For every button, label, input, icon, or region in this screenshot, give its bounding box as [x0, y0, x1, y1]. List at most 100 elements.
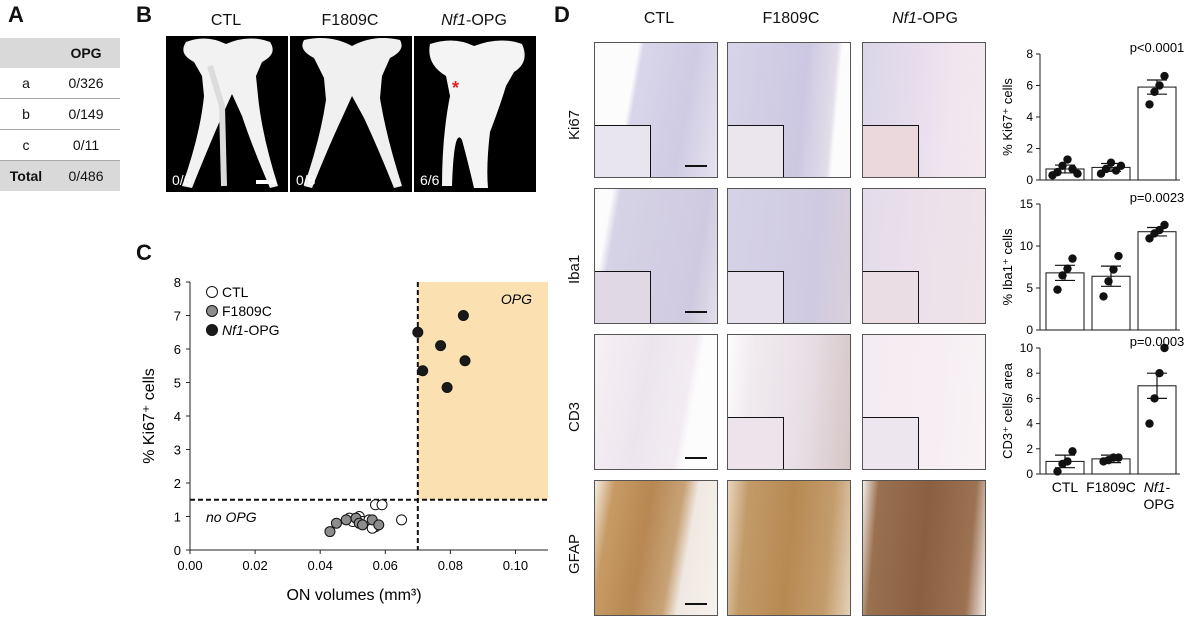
row-label-iba1: Iba1	[566, 254, 583, 284]
data-point	[396, 514, 408, 526]
data-point	[1150, 394, 1159, 403]
x-tick-label: 0.08	[438, 558, 463, 573]
table-row-value: 0/149	[52, 98, 120, 130]
y-tick-label: 0	[1026, 467, 1033, 481]
data-point	[1116, 161, 1126, 171]
column-header-italic: Nf1	[892, 10, 917, 27]
data-point	[1053, 167, 1062, 177]
data-point	[441, 382, 453, 394]
row-label-ki67: Ki67	[566, 109, 583, 140]
x-tick-label: 0.02	[242, 558, 267, 573]
bar-chart-iba1: 0 5 10 15 % Iba1⁺ cells p=0.0023	[1000, 190, 1185, 336]
data-point	[330, 517, 342, 529]
table-row: a 0/326	[0, 68, 120, 99]
optic-nerve-illustration	[182, 38, 278, 188]
inset-zoom	[595, 125, 651, 177]
data-point	[1155, 369, 1164, 378]
y-tick-label: 10	[1020, 239, 1034, 253]
histology-gfap-ctl	[594, 480, 718, 616]
data-point	[1068, 254, 1077, 263]
scale-bar	[256, 180, 276, 184]
data-point	[324, 526, 336, 538]
column-header-ctl: CTL	[164, 12, 288, 30]
x-tick-label: 0.06	[373, 558, 398, 573]
histology-gfap-f1809c	[727, 480, 851, 616]
x-tick-label: CTL	[1052, 479, 1079, 495]
column-header-nf1-opg: Nf1-OPG	[862, 10, 988, 28]
data-point	[1063, 457, 1072, 466]
x-tick-label: 0.04	[308, 558, 333, 573]
panel-label-d: D	[554, 2, 570, 27]
data-point	[1073, 169, 1082, 178]
legend-label: F1809C	[222, 303, 272, 319]
y-tick-label: 7	[174, 309, 181, 324]
inset-zoom	[728, 125, 784, 177]
data-point	[356, 519, 368, 531]
data-point	[1063, 264, 1072, 273]
y-tick-label: 8	[174, 275, 181, 290]
panel-label-c: C	[136, 240, 152, 265]
y-tick-label: 2	[174, 476, 181, 491]
table-header-opg: OPG	[52, 38, 120, 68]
p-value-label: p<0.0001	[1130, 40, 1185, 55]
y-tick-label: 4	[1026, 110, 1033, 124]
optic-nerve-image-nf1-opg: * 6/6	[414, 36, 536, 192]
table-header-row: OPG	[0, 38, 120, 68]
data-point	[1114, 251, 1123, 261]
histology-ki67-f1809c	[727, 42, 851, 178]
data-point	[1104, 277, 1113, 286]
opg-count: 0/6	[172, 172, 192, 188]
histology-iba1-f1809c	[727, 188, 851, 324]
y-axis-title: % Iba1⁺ cells	[1000, 228, 1015, 305]
column-header-text: F1809C	[762, 10, 820, 27]
x-tick-label: 0.00	[177, 558, 202, 573]
x-tick-label: F1809C	[1086, 479, 1136, 495]
data-point	[1053, 285, 1062, 294]
legend-label: CTL	[222, 284, 249, 300]
row-label-cd3: CD3	[566, 401, 583, 432]
column-header-nf1-opg: Nf1-OPG	[412, 12, 536, 30]
data-point	[1058, 161, 1067, 171]
table-row: c 0/11	[0, 129, 120, 161]
scale-bar	[685, 457, 707, 459]
scatter-chart-c: 0 1 2 3 4 5 6 7 8 0.00 0.02 0.04 0.06 0.08 0.10 OPG no O…	[141, 275, 548, 604]
column-header-text: F1809C	[321, 12, 379, 29]
opg-summary-table: OPG a 0/326 b 0/149 c 0/11 Total 0/486	[0, 38, 120, 191]
histology-ki67-ctl	[594, 42, 718, 178]
data-point	[376, 499, 388, 511]
y-tick-label: 2	[1026, 442, 1033, 456]
y-tick-label: 10	[1020, 341, 1034, 355]
y-tick-label: 2	[1026, 142, 1033, 156]
table-row-label: c	[0, 129, 52, 161]
column-header-text: CTL	[643, 10, 675, 27]
data-point	[1101, 164, 1111, 174]
y-tick-label: 8	[1026, 366, 1033, 380]
y-axis-title: % Ki67⁺ cells	[1000, 78, 1015, 156]
legend-label: Nf1-OPG	[222, 322, 280, 338]
optic-nerve-illustration	[302, 38, 402, 188]
table-row-label: a	[0, 68, 52, 99]
data-point	[412, 326, 424, 338]
p-value-label: p=0.0023	[1130, 190, 1185, 205]
histology-cd3-ctl	[594, 334, 718, 470]
data-point	[1099, 292, 1108, 301]
y-axis-title: CD3⁺ cells/ area	[1000, 362, 1015, 458]
data-point	[1109, 265, 1118, 274]
row-label-gfap: GFAP	[566, 533, 583, 574]
histology-cd3-nf1-opg	[862, 334, 986, 470]
table-total-value: 0/486	[52, 160, 120, 191]
legend-marker	[206, 286, 218, 298]
table-row-value: 0/11	[52, 129, 120, 161]
column-header-ctl: CTL	[596, 10, 722, 28]
table-header-empty	[0, 38, 52, 68]
histology-ki67-nf1-opg	[862, 42, 986, 178]
x-tick-label: 0.10	[503, 558, 528, 573]
data-point	[1058, 271, 1067, 280]
column-header-italic: Nf1	[441, 12, 466, 29]
data-point	[1114, 453, 1123, 462]
inset-zoom	[863, 125, 919, 177]
bar	[1137, 231, 1177, 331]
inset-zoom	[728, 271, 784, 323]
y-tick-label: 15	[1020, 197, 1034, 211]
column-header-text: -OPG	[917, 10, 958, 27]
